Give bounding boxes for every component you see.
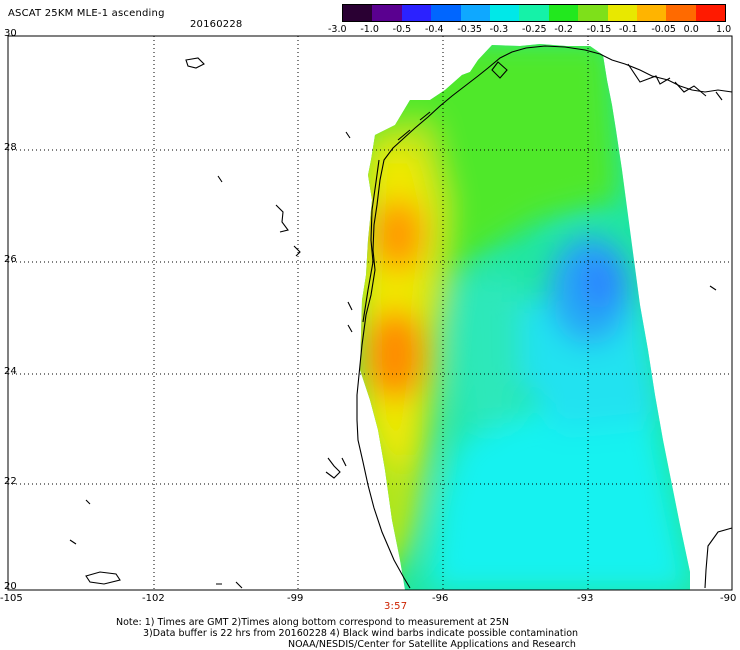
colorbar-tick-label: -0.35 — [457, 24, 482, 35]
lat-label-24: 24 — [4, 366, 17, 377]
colorbar-swatch — [372, 5, 401, 21]
lat-label-20: 20 — [4, 581, 17, 592]
lon-label-99: -99 — [287, 593, 303, 604]
colorbar-tick-label: -0.05 — [651, 24, 676, 35]
colorbar-swatch — [549, 5, 578, 21]
lon-label-93: -93 — [577, 593, 593, 604]
colorbar-swatch — [608, 5, 637, 21]
colorbar-swatch — [402, 5, 431, 21]
colorbar-swatch — [519, 5, 548, 21]
lon-label-102: -102 — [142, 593, 165, 604]
product-date: 20160228 — [190, 19, 243, 30]
colorbar-tick-label: -1.0 — [360, 24, 379, 35]
lat-label-30: 30 — [4, 28, 17, 39]
colorbar-tick-label: -0.25 — [522, 24, 547, 35]
lat-label-28: 28 — [4, 142, 17, 153]
lat-label-22: 22 — [4, 476, 17, 487]
scatterometer-swath — [340, 30, 700, 595]
colorbar-tick-label: -0.5 — [393, 24, 412, 35]
colorbar-swatch — [343, 5, 372, 21]
colorbar-tick-label: -0.4 — [425, 24, 444, 35]
colorbar-swatch — [490, 5, 519, 21]
note-line-1: Note: 1) Times are GMT 2)Times along bot… — [116, 617, 509, 628]
colorbar-labels: -3.0 -1.0 -0.5 -0.4 -0.35 -0.3 -0.25 -0.2 -0.15-… — [330, 24, 730, 36]
colorbar-swatch — [637, 5, 666, 21]
pass-time-label: 3:57 — [384, 601, 407, 612]
colorbar — [342, 4, 726, 22]
map-canvas — [0, 0, 740, 650]
colorbar-tick-label: -0.15 — [587, 24, 612, 35]
colorbar-tick-label: -0.3 — [490, 24, 509, 35]
colorbar-tick-label: -3.0 — [328, 24, 347, 35]
colorbar-tick-label: -0.2 — [554, 24, 573, 35]
colorbar-swatch — [578, 5, 607, 21]
colorbar-tick-label: -0.1 — [619, 24, 638, 35]
colorbar-tick-label: 1.0 — [716, 24, 731, 35]
colorbar-swatch — [666, 5, 695, 21]
lat-label-26: 26 — [4, 254, 17, 265]
lon-label-96: -96 — [432, 593, 448, 604]
note-line-2: 3)Data buffer is 22 hrs from 20160228 4)… — [143, 628, 578, 639]
product-title: ASCAT 25KM MLE-1 ascending — [8, 8, 165, 19]
lon-label-90: -90 — [720, 593, 736, 604]
colorbar-swatch — [696, 5, 725, 21]
colorbar-swatch — [461, 5, 490, 21]
note-line-3: NOAA/NESDIS/Center for Satellite Applica… — [288, 639, 576, 650]
lon-label-105: -105 — [0, 593, 23, 604]
colorbar-swatch — [431, 5, 460, 21]
colorbar-tick-label: 0.0 — [684, 24, 699, 35]
